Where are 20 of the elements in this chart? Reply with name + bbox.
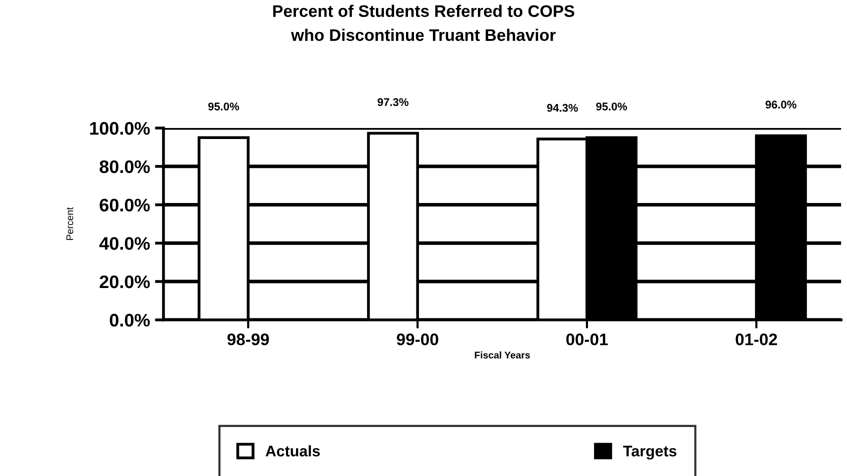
x-tick-label: 01-02 xyxy=(736,334,778,346)
legend-label: Targets xyxy=(623,446,676,460)
y-tick-label: 20.0% xyxy=(100,275,150,288)
x-axis-title: Fiscal Years xyxy=(474,351,530,359)
y-tick-label: 40.0% xyxy=(99,237,150,250)
y-tick-label: 80.0% xyxy=(100,160,150,174)
y-tick-label: 100.0% xyxy=(90,122,150,135)
data-label: 94.3% xyxy=(547,104,578,112)
data-label: 97.3% xyxy=(378,98,408,106)
x-tick-label: 99-00 xyxy=(396,334,438,346)
y-tick-label: 0.0% xyxy=(110,314,150,327)
chart-title: Percent of Students Referred to COPS who Discontinue Truant Behavior xyxy=(273,4,574,41)
data-label: 95.0% xyxy=(208,102,240,110)
data-label: 96.0% xyxy=(766,100,796,109)
x-tick-label: 98-99 xyxy=(227,334,269,346)
y-tick-label: 60.0% xyxy=(100,198,150,212)
x-tick-label: 00-01 xyxy=(566,334,608,346)
data-label: 95.0% xyxy=(596,102,627,110)
y-axis-title: Percent xyxy=(66,207,74,240)
legend-label: Actuals xyxy=(266,445,320,456)
